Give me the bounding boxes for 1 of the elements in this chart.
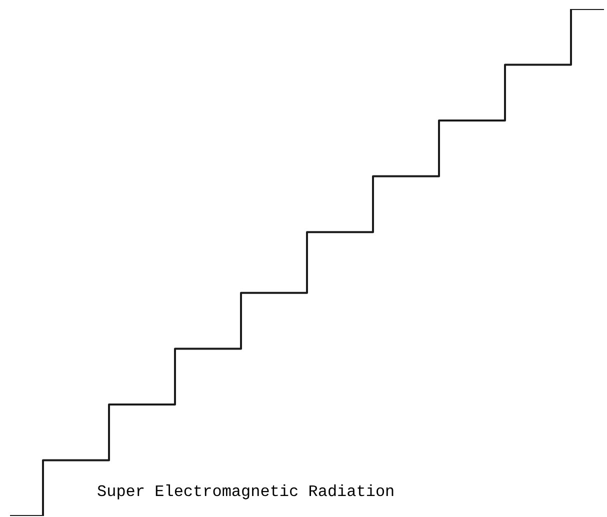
annotation: Super Electromagnetic Radiation: [97, 483, 395, 502]
